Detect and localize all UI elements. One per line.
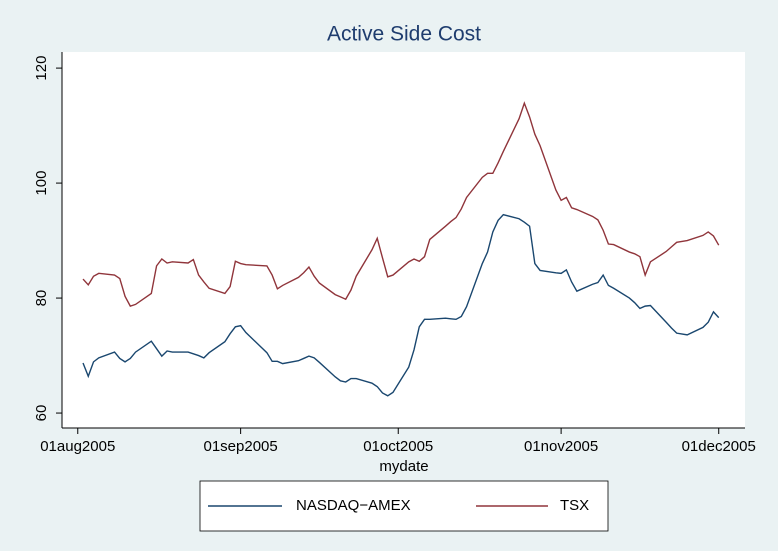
line-series bbox=[82, 213, 720, 397]
x-axis-title: mydate bbox=[379, 458, 428, 475]
y-tick-label: 100 bbox=[33, 171, 50, 196]
x-tick-label: 01aug2005 bbox=[40, 438, 115, 455]
x-tick-label: 01sep2005 bbox=[204, 438, 278, 455]
x-tick-label: 01dec2005 bbox=[682, 438, 756, 455]
legend-label: NASDAQ−AMEX bbox=[296, 497, 411, 514]
legend-label: TSX bbox=[560, 497, 589, 514]
x-tick-label: 01nov2005 bbox=[524, 438, 598, 455]
y-tick-label: 120 bbox=[33, 56, 50, 81]
chart-title: Active Side Cost bbox=[327, 23, 481, 46]
y-tick-label: 80 bbox=[33, 290, 50, 307]
x-tick-label: 01oct2005 bbox=[363, 438, 433, 455]
plot-area bbox=[62, 52, 745, 428]
line-series bbox=[82, 101, 720, 307]
y-tick-label: 60 bbox=[33, 405, 50, 422]
